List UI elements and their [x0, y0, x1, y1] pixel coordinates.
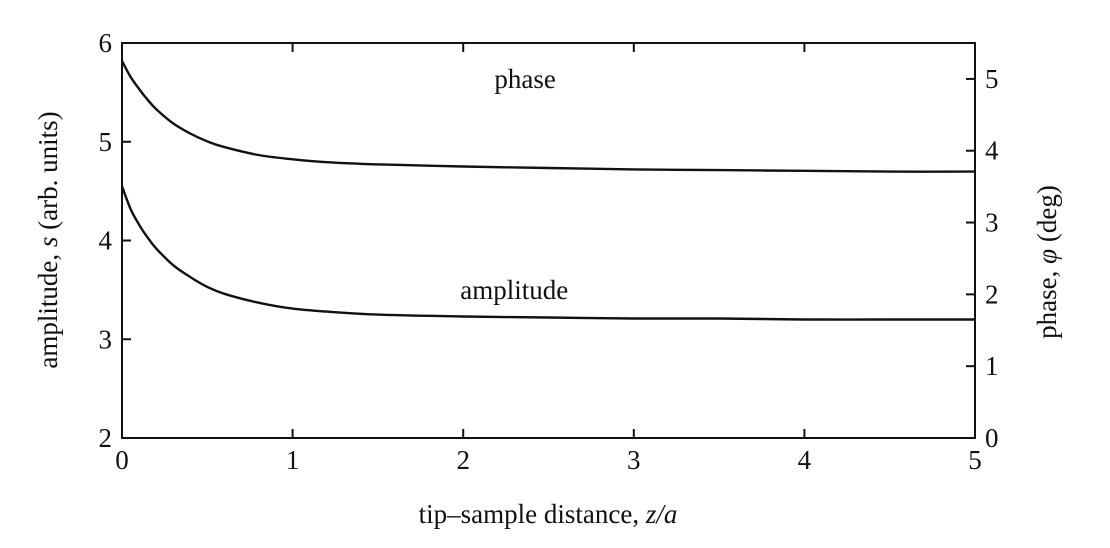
series-line-amplitude	[120, 185, 975, 321]
tick-labels: 0 1 2 3 4 5 2 3 4 5 6 0 1 2 3 4 5	[99, 28, 1000, 475]
data-series	[120, 60, 976, 321]
y-left-tick-label: 5	[99, 127, 113, 157]
y-left-tick-label: 6	[99, 28, 113, 58]
plot-frame	[121, 42, 976, 439]
x-tick-label: 0	[115, 445, 129, 475]
x-tick-label: 1	[286, 445, 300, 475]
y-axis-left-title: amplitude, s (arb. units)	[33, 111, 63, 368]
y-right-tick-label: 3	[985, 208, 999, 238]
y-axis-right-title: phase, φ (deg)	[1032, 185, 1062, 339]
y-left-tick-label: 2	[99, 423, 113, 453]
x-tick-label: 3	[627, 445, 641, 475]
series-label-amplitude: amplitude	[460, 275, 568, 305]
x-axis-title: tip–sample distance, z/a	[419, 499, 678, 529]
y-right-tick-label: 2	[985, 279, 999, 309]
y-right-tick-label: 5	[985, 64, 999, 94]
x-tick-label: 4	[798, 445, 812, 475]
series-label-phase: phase	[494, 64, 555, 94]
x-tick-label: 5	[968, 445, 982, 475]
y-left-tick-label: 3	[99, 324, 113, 354]
series-line-phase	[120, 60, 976, 173]
axis-ticks	[121, 42, 976, 439]
series-labels: phase amplitude	[460, 64, 568, 305]
x-tick-label: 2	[456, 445, 470, 475]
y-right-tick-label: 0	[985, 423, 999, 453]
y-right-tick-label: 4	[985, 136, 999, 166]
y-right-tick-label: 1	[985, 351, 999, 381]
y-left-tick-label: 4	[99, 226, 113, 256]
